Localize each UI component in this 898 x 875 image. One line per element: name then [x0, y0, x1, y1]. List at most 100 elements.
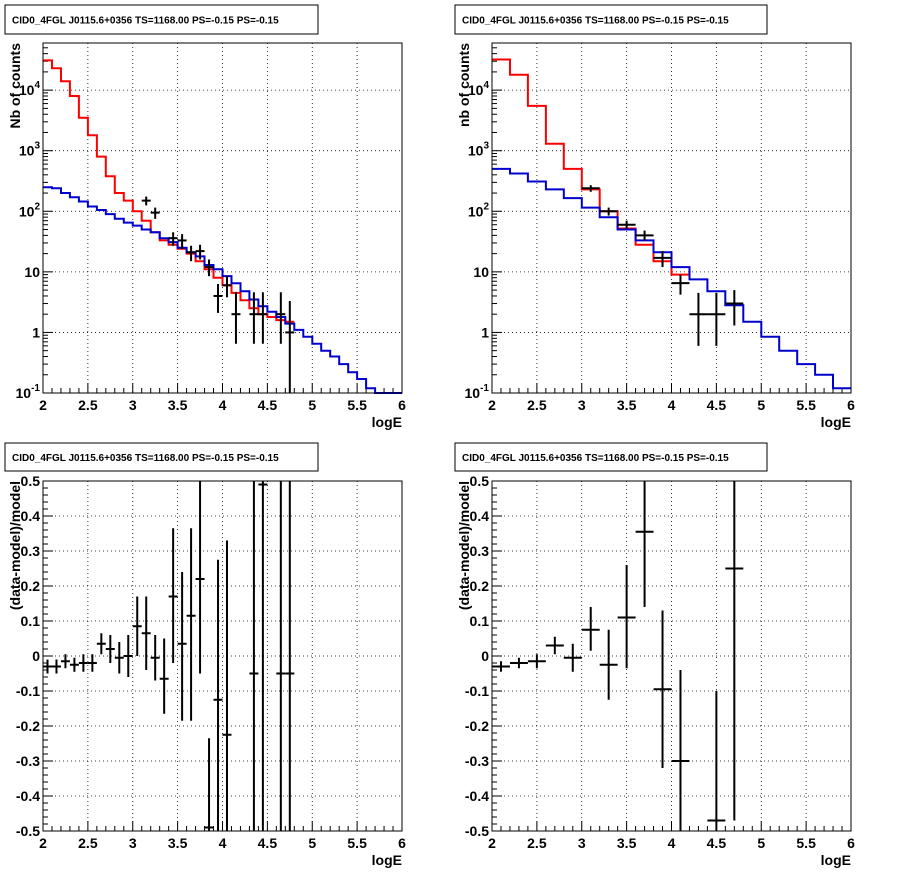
chart-title: CID0_4FGL J0115.6+0356 TS=1168.00 PS=-0.… — [12, 453, 279, 464]
data-point — [285, 301, 295, 393]
y-tick-label: 103 — [19, 141, 41, 159]
data-point — [204, 259, 214, 277]
y-tick-label: -0.5 — [465, 823, 489, 839]
title-box — [4, 4, 319, 35]
y-tick-label: 10 — [473, 264, 489, 280]
y-tick-label: -0.1 — [465, 683, 489, 699]
y-tick-label: 0.2 — [21, 578, 41, 594]
x-tick-label: 4 — [668, 835, 676, 851]
x-tick-label: 3.5 — [168, 835, 188, 851]
x-tick-label: 2 — [488, 835, 496, 851]
data-point — [222, 540, 232, 831]
x-axis-label: logE — [372, 852, 402, 868]
data-point — [581, 607, 600, 651]
data-point — [150, 635, 160, 681]
tick-base: 10 — [19, 82, 35, 98]
y-tick-label: 104 — [468, 80, 490, 98]
chart-panel-1: CID0_4FGL J0115.6+0356 TS=1168.00 PS=-0.… — [4, 4, 406, 430]
series-step-2 — [43, 186, 402, 394]
y-tick-label: -0.2 — [465, 718, 489, 734]
x-tick-label: 2.5 — [527, 397, 547, 413]
y-tick-label: 10-1 — [16, 383, 41, 401]
data-point — [563, 643, 582, 672]
plot-frame — [42, 480, 403, 832]
data-point — [689, 292, 708, 346]
y-tick-label: 0 — [32, 648, 40, 664]
y-tick-label: -0.3 — [16, 753, 40, 769]
x-tick-label: 5.5 — [796, 835, 816, 851]
x-tick-label: 6 — [398, 835, 406, 851]
tick-exponent: 4 — [34, 80, 40, 91]
y-tick-label: -0.3 — [465, 753, 489, 769]
y-tick-label: -0.2 — [16, 718, 40, 734]
data-point — [186, 245, 196, 262]
data-point — [141, 196, 151, 206]
y-tick-label: 103 — [468, 141, 490, 159]
data-point — [653, 251, 672, 268]
data-point — [599, 207, 618, 216]
x-tick-label: 5 — [308, 397, 316, 413]
data-point — [195, 244, 205, 260]
data-point — [258, 292, 268, 344]
data-point — [725, 481, 744, 821]
x-tick-label: 4 — [219, 835, 227, 851]
x-tick-label: 5 — [757, 397, 765, 413]
x-tick-label: 4 — [219, 397, 227, 413]
title-box — [454, 442, 768, 472]
data-point — [60, 654, 70, 669]
tick-base: 10 — [468, 203, 484, 219]
y-tick-label: -0.1 — [16, 683, 40, 699]
series-step-2 — [492, 167, 851, 390]
chart-title: CID0_4FGL J0115.6+0356 TS=1168.00 PS=-0.… — [12, 16, 279, 27]
y-axis-label: nb of counts — [456, 43, 472, 127]
x-tick-label: 2.5 — [78, 397, 98, 413]
x-tick-label: 2 — [488, 397, 496, 413]
x-tick-label: 5 — [757, 835, 765, 851]
data-point — [222, 276, 232, 298]
x-tick-label: 4.5 — [707, 835, 727, 851]
y-tick-label: -0.5 — [16, 823, 40, 839]
title-box — [4, 442, 319, 472]
x-axis-label: logE — [821, 852, 851, 868]
chart-panel-2: CID0_4FGL J0115.6+0356 TS=1168.00 PS=-0.… — [454, 4, 855, 430]
data-point — [159, 638, 169, 714]
x-tick-label: 3.5 — [617, 397, 637, 413]
x-tick-label: 5.5 — [347, 835, 367, 851]
tick-exponent: 4 — [483, 80, 489, 91]
chart-title: CID0_4FGL J0115.6+0356 TS=1168.00 PS=-0.… — [462, 453, 729, 464]
data-point — [43, 659, 52, 674]
x-tick-label: 5 — [308, 835, 316, 851]
x-axis-label: logE — [821, 414, 851, 430]
data-point — [177, 572, 187, 721]
x-tick-label: 2.5 — [78, 835, 98, 851]
data-point — [635, 230, 654, 241]
tick-base: 10 — [468, 143, 484, 159]
x-tick-label: 3.5 — [617, 835, 637, 851]
y-tick-label: -0.4 — [16, 788, 40, 804]
data-point — [141, 596, 151, 670]
data-point — [617, 565, 636, 669]
y-tick-label: 0.3 — [21, 543, 41, 559]
data-point — [168, 232, 178, 246]
y-tick-label: 102 — [468, 201, 490, 219]
data-point — [186, 528, 196, 721]
tick-exponent: 3 — [483, 141, 489, 152]
x-tick-label: 3 — [129, 835, 137, 851]
data-point — [276, 481, 286, 831]
x-tick-label: 3 — [578, 397, 586, 413]
y-tick-label: -0.4 — [465, 788, 489, 804]
x-tick-label: 2 — [39, 397, 47, 413]
data-point — [51, 659, 61, 674]
data-point — [527, 654, 546, 669]
tick-base: 10 — [19, 203, 35, 219]
data-point — [725, 290, 744, 326]
y-tick-label: 0 — [481, 648, 489, 664]
x-tick-label: 6 — [398, 397, 406, 413]
data-point — [617, 220, 636, 229]
data-point — [168, 528, 178, 663]
data-point — [635, 481, 654, 607]
y-axis-label: Nb of counts — [7, 43, 23, 129]
data-point — [285, 481, 295, 831]
x-axis-label: logE — [372, 414, 402, 430]
title-box — [454, 4, 768, 35]
